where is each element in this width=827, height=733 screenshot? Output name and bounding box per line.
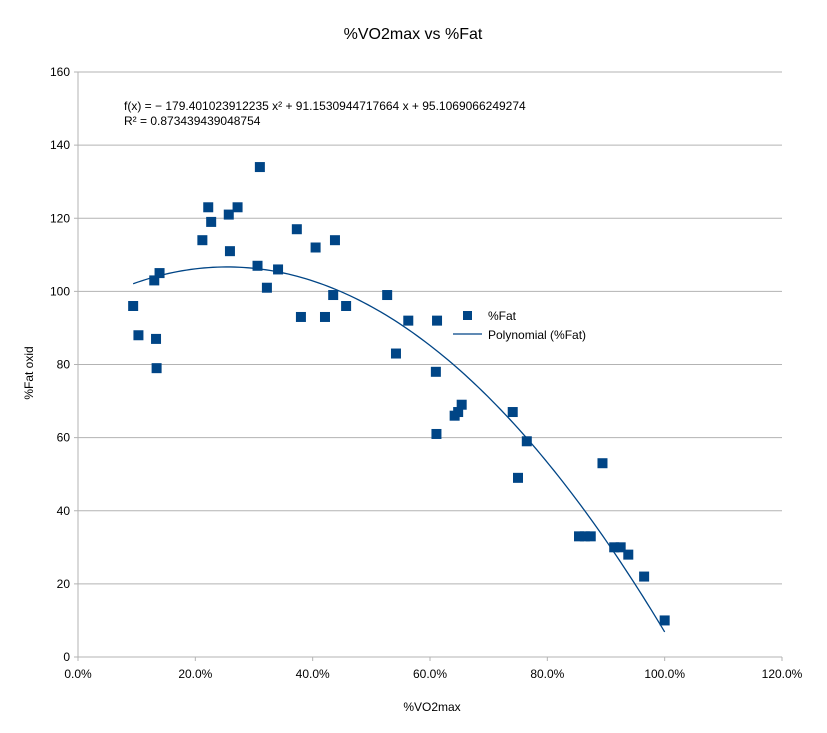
y-axis-ticks: 0 20 40 60 80 100 120 140 160	[50, 65, 78, 664]
data-point	[329, 235, 340, 246]
x-tick-label: 40.0%	[296, 667, 330, 681]
data-point	[430, 366, 441, 377]
r-squared-label: R² = 0.873439439048754	[124, 114, 261, 128]
data-point	[382, 290, 393, 301]
data-point	[639, 571, 650, 582]
data-point	[133, 330, 144, 341]
data-point	[521, 436, 532, 447]
data-point	[341, 301, 352, 311]
data-point	[403, 315, 414, 326]
y-tick-label: 140	[50, 138, 70, 152]
data-point	[615, 542, 626, 553]
legend-label-fat: %Fat	[488, 309, 517, 323]
data-point	[154, 268, 165, 279]
y-tick-label: 20	[57, 577, 71, 591]
data-point	[252, 260, 263, 271]
data-point	[232, 202, 243, 213]
x-tick-label: 100.0%	[644, 667, 685, 681]
scatter-points	[128, 162, 670, 626]
data-point	[579, 531, 590, 542]
data-point	[151, 333, 162, 344]
y-axis-title: %Fat oxid	[22, 346, 36, 399]
data-point	[254, 162, 265, 173]
legend-label-polynomial: Polynomial (%Fat)	[488, 328, 586, 342]
data-point	[295, 311, 306, 322]
data-point	[328, 290, 339, 301]
data-point	[197, 235, 208, 246]
data-point	[291, 224, 302, 235]
y-tick-label: 80	[57, 358, 71, 372]
y-tick-label: 160	[50, 65, 70, 79]
data-point	[431, 428, 442, 439]
y-tick-label: 100	[50, 284, 70, 298]
y-tick-label: 0	[63, 650, 70, 664]
data-point	[456, 399, 467, 410]
data-point	[574, 531, 585, 542]
x-tick-label: 80.0%	[530, 667, 564, 681]
data-point	[659, 615, 670, 626]
y-tick-label: 40	[57, 504, 71, 518]
data-point	[206, 216, 217, 227]
data-point	[261, 282, 272, 293]
x-axis-ticks: 0.0% 20.0% 40.0% 60.0% 80.0% 100.0% 120.0%	[64, 657, 803, 681]
data-point	[310, 242, 321, 253]
x-tick-label: 120.0%	[762, 667, 803, 681]
trendline-polynomial	[132, 266, 666, 633]
y-tick-label: 60	[57, 431, 71, 445]
data-point	[609, 542, 620, 553]
x-tick-label: 60.0%	[413, 667, 447, 681]
data-point	[585, 531, 596, 542]
data-point	[597, 458, 608, 469]
data-point	[223, 209, 234, 220]
data-point	[453, 407, 464, 418]
chart-title: %VO2max vs %Fat	[344, 26, 483, 43]
legend: %Fat Polynomial (%Fat)	[453, 309, 586, 342]
data-point	[128, 301, 139, 311]
y-tick-label: 120	[50, 211, 70, 225]
grid-lines	[78, 71, 782, 585]
x-tick-label: 0.0%	[64, 667, 92, 681]
x-tick-label: 20.0%	[178, 667, 212, 681]
data-point	[507, 407, 518, 418]
data-point	[224, 246, 235, 257]
data-point	[273, 264, 284, 275]
data-point	[203, 202, 214, 213]
data-point	[513, 472, 523, 483]
trendline-equation: f(x) = − 179.401023912235 x² + 91.153094…	[124, 99, 526, 113]
data-point	[390, 348, 401, 359]
data-point	[151, 363, 162, 374]
data-point	[623, 549, 634, 560]
trendline-group	[132, 266, 666, 633]
data-point	[319, 311, 330, 322]
data-point	[149, 275, 160, 286]
data-point	[432, 315, 443, 326]
legend-marker-fat	[463, 311, 472, 320]
x-axis-title: %VO2max	[403, 700, 460, 714]
